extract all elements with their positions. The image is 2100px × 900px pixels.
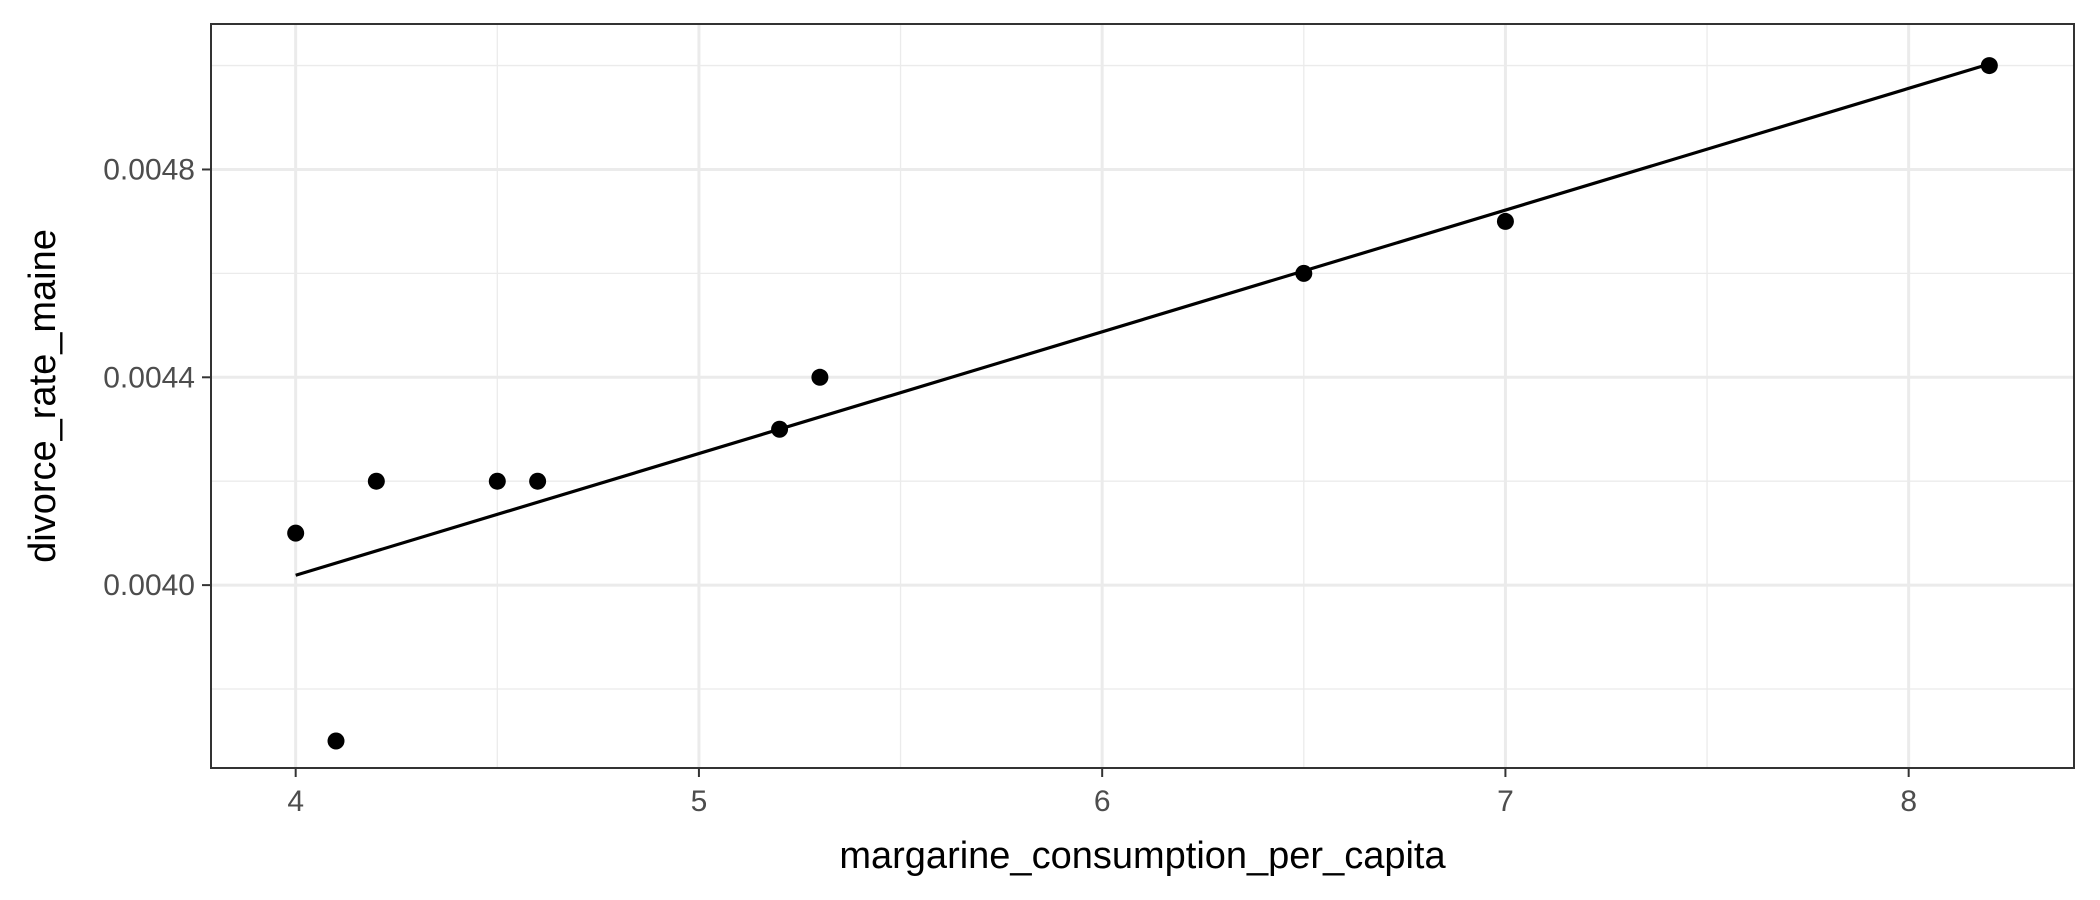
- data-point-9: [1980, 57, 1998, 75]
- data-point-3: [488, 472, 506, 490]
- data-point-0: [287, 524, 305, 542]
- data-point-2: [367, 472, 385, 490]
- y-tick-label-0: 0.0040: [103, 569, 195, 602]
- major-gridlines: [211, 24, 2074, 768]
- y-axis-ticks: 0.0040 0.0044 0.0048: [103, 153, 211, 602]
- data-point-7: [1295, 264, 1313, 282]
- x-tick-label-4: 8: [1900, 785, 1917, 818]
- x-axis-title: margarine_consumption_per_capita: [839, 835, 1446, 877]
- y-tick-label-2: 0.0048: [103, 153, 195, 186]
- x-axis-ticks: 4 5 6 7 8: [287, 768, 1917, 818]
- data-points: [287, 57, 1998, 750]
- data-point-4: [529, 472, 547, 490]
- data-point-6: [811, 368, 829, 386]
- x-tick-label-0: 4: [287, 785, 304, 818]
- y-tick-label-1: 0.0044: [103, 361, 195, 394]
- x-tick-label-2: 6: [1094, 785, 1111, 818]
- trend-line-layer: [295, 62, 1990, 577]
- data-point-5: [771, 420, 789, 438]
- data-point-1: [327, 732, 345, 750]
- x-tick-label-3: 7: [1497, 785, 1514, 818]
- data-point-8: [1496, 212, 1514, 230]
- trend-line: [295, 62, 1990, 577]
- panel-border: [210, 23, 2075, 769]
- y-axis-title: divorce_rate_maine: [22, 229, 64, 563]
- minor-gridlines: [211, 24, 2074, 768]
- x-tick-label-1: 5: [691, 785, 708, 818]
